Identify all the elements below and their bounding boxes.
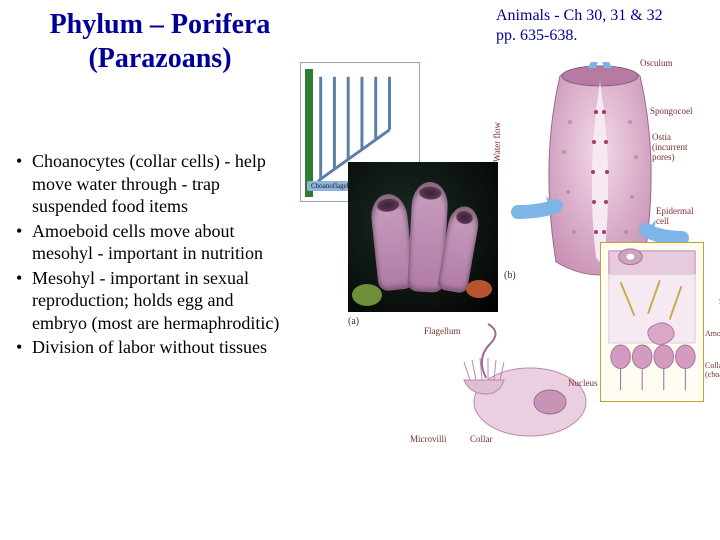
xs-label-osculum: Osculum — [640, 58, 673, 68]
chapter-reference: Animals - Ch 30, 31 & 32 pp. 635-638. — [496, 6, 706, 46]
bullet-item: Amoeboid cells move about mesohyl - impo… — [14, 220, 284, 265]
coral-blob — [352, 284, 382, 306]
chapter-reference-line1: Animals - Ch 30, 31 & 32 — [496, 7, 663, 24]
bullet-item: Mesohyl - important in sexual reproducti… — [14, 267, 284, 335]
xs-label-ostia: Ostia (incurrent pores) — [652, 132, 700, 162]
cell-label-microvilli: Microvilli — [410, 434, 447, 444]
cell-label-collar: Collar — [470, 434, 493, 444]
inset-label-choanocyte: Collar cell (choanocyte) — [705, 361, 720, 379]
figure-composite: Choanoflagellates (a) — [300, 62, 708, 462]
bullet-item: Choanocytes (collar cells) - help move w… — [14, 150, 284, 218]
bullet-item: Division of labor without tissues — [14, 336, 284, 359]
chapter-reference-line2: pp. 635-638. — [496, 27, 577, 44]
cell-label-flagellum: Flagellum — [424, 326, 461, 336]
body-wall-inset: Porocyte Spicule Collar cell (choanocyte… — [600, 242, 704, 402]
coral-blob — [466, 280, 492, 298]
inset-label-amoeboid: Amoeboid cell — [705, 329, 720, 338]
bullet-list: Choanocytes (collar cells) - help move w… — [14, 150, 284, 361]
panel-tag-b: (b) — [504, 270, 516, 281]
slide-title: Phylum – Porifera (Parazoans) — [40, 8, 280, 75]
xs-label-waterflow: Water flow — [492, 122, 502, 162]
cell-label-nucleus: Nucleus — [568, 378, 598, 388]
xs-label-spongocoel: Spongocoel — [650, 106, 693, 116]
panel-tag-a: (a) — [348, 316, 359, 327]
sponge-photo — [348, 162, 498, 312]
xs-label-epidermal: Epidermal cell — [656, 206, 702, 226]
choanocyte-cell-diagram: Flagellum Nucleus Collar Microvilli — [410, 322, 610, 452]
